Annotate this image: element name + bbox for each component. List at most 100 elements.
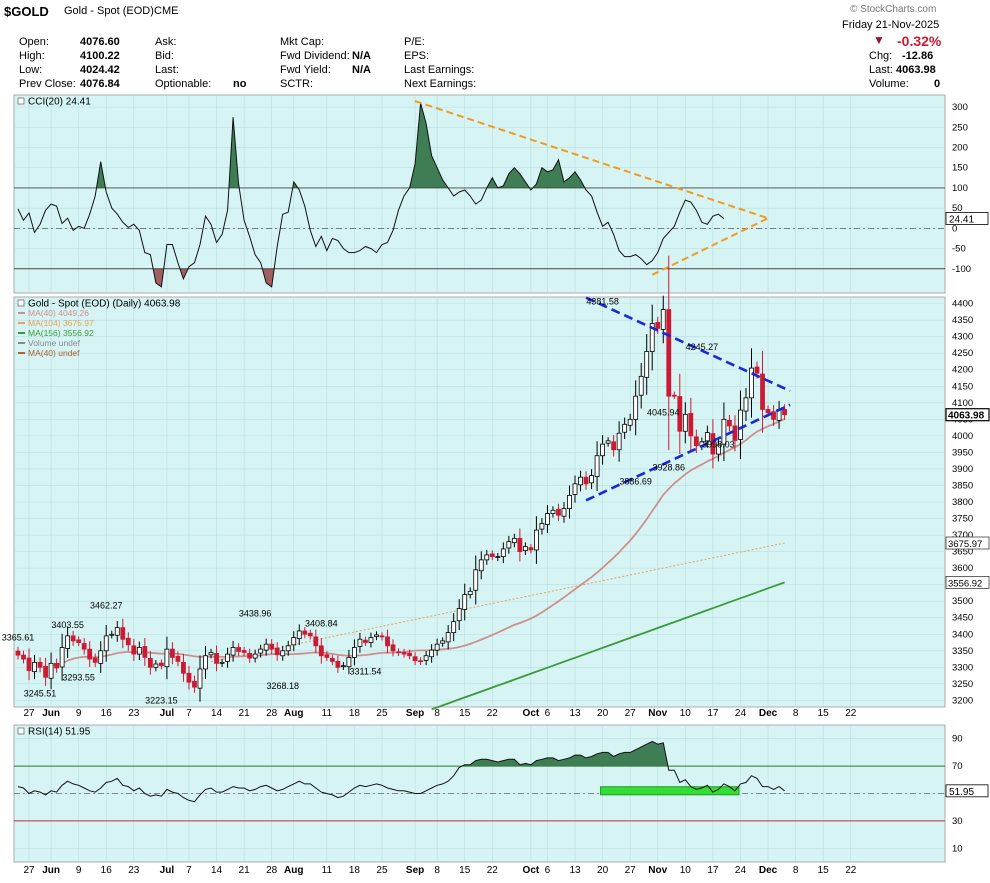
- candle-up: [649, 323, 655, 352]
- price-low-label: 3886.69: [619, 476, 652, 486]
- candle-down: [754, 366, 760, 374]
- candle-up: [534, 529, 539, 551]
- candle-up: [622, 423, 628, 433]
- x-tick-label: 11: [322, 865, 333, 876]
- x-tick-label: Dec: [759, 865, 778, 876]
- x-tick-label: Jun: [42, 708, 60, 719]
- price-high-label: 4381.58: [586, 297, 619, 307]
- candle-down: [329, 657, 335, 662]
- x-tick-label: Aug: [284, 865, 303, 876]
- x-tick-label: 20: [597, 708, 609, 719]
- rsi-y-tick: 30: [952, 816, 963, 827]
- x-tick-label: 15: [818, 865, 830, 876]
- candle-up: [456, 608, 462, 622]
- legend-label: MA(40) undef: [28, 348, 80, 358]
- price-y-tick: 3350: [952, 646, 973, 657]
- candle-up: [445, 632, 451, 643]
- x-tick-label: 8: [434, 708, 440, 719]
- candle-up: [633, 395, 639, 420]
- low-value: 4024.42: [80, 64, 120, 76]
- x-tick-label: 27: [625, 865, 637, 876]
- candle-down: [43, 665, 48, 678]
- candle-down: [15, 650, 21, 656]
- price-low-label: 3293.55: [62, 672, 95, 682]
- candle-down: [192, 680, 197, 688]
- x-tick-label: 15: [818, 708, 830, 719]
- cci-upper-trendline: [414, 100, 769, 220]
- candle-up: [114, 627, 120, 636]
- x-tick-label: 23: [128, 865, 140, 876]
- rsi-value-tag: [945, 784, 989, 798]
- x-tick-label: 16: [101, 865, 113, 876]
- candle-up: [440, 640, 446, 644]
- candle-down: [307, 632, 313, 637]
- cci-y-tick: 100: [952, 183, 968, 194]
- optionable-value: no: [233, 78, 247, 90]
- x-tick-label: 21: [239, 708, 251, 719]
- chg-value: -12.86: [902, 50, 934, 62]
- x-tick-label: Oct: [523, 708, 540, 719]
- candle-down: [401, 652, 407, 655]
- candle-up: [219, 661, 225, 664]
- price-tag-text: 3556.92: [948, 578, 982, 589]
- candle-down: [324, 654, 330, 658]
- candle-up: [153, 663, 159, 668]
- candle-up: [296, 630, 302, 639]
- x-tick-label: 11: [322, 708, 333, 719]
- price-y-tick: 4100: [952, 398, 973, 409]
- x-tick-label: 7: [186, 708, 192, 719]
- candle-down: [54, 662, 60, 669]
- candle-down: [21, 654, 26, 660]
- candle-up: [572, 483, 578, 495]
- price-y-tick: 3850: [952, 480, 973, 491]
- price-high-label: 3403.55: [51, 620, 84, 630]
- candle-down: [385, 636, 390, 647]
- rsi-overbought-fill: [461, 741, 668, 767]
- price-y-tick: 4300: [952, 332, 973, 343]
- candle-up: [230, 647, 236, 656]
- cci-y-tick: 50: [952, 203, 963, 214]
- price-tag-text: 4063.98: [948, 411, 985, 422]
- candle-down: [236, 647, 242, 652]
- prev-close-label: Prev Close:: [19, 78, 76, 90]
- candle-down: [671, 394, 677, 397]
- cci-value-text: 24.41: [949, 214, 974, 225]
- candle-down: [655, 322, 661, 329]
- fwd-dividend-label: Fwd Dividend:: [280, 50, 350, 62]
- x-tick-label: 25: [376, 865, 388, 876]
- open-value: 4076.60: [80, 36, 120, 48]
- candle-up: [280, 650, 286, 657]
- cci-y-tick: 0: [952, 223, 957, 234]
- price-legend-swatch: [17, 299, 25, 307]
- candle-up: [346, 657, 352, 668]
- candle-up: [749, 367, 754, 399]
- candle-down: [611, 441, 617, 451]
- last-earnings-label: Last Earnings:: [404, 64, 475, 76]
- x-tick-label: 15: [459, 865, 471, 876]
- quote-date: Friday 21-Nov-2025: [842, 19, 940, 31]
- candle-up: [285, 645, 291, 652]
- x-tick-label: 20: [597, 865, 609, 876]
- x-tick-label: 28: [266, 708, 278, 719]
- price-tag: [945, 576, 990, 589]
- x-tick-label: 10: [680, 865, 692, 876]
- x-axis: 27 27 Jun Jun 9 9 16 16 23 23 Jul Jul 7 7 14 14 21 21 28 28…: [23, 95, 857, 876]
- candle-down: [556, 508, 561, 516]
- last-value: 4063.98: [896, 64, 936, 76]
- price-lower-trendline: [585, 403, 791, 502]
- down-triangle-icon: ▼: [873, 33, 885, 47]
- ask-label: Ask:: [155, 36, 177, 48]
- candle-down: [693, 436, 699, 447]
- sctr-label: SCTR:: [280, 78, 313, 90]
- candle-up: [545, 513, 550, 525]
- candle-down: [186, 672, 192, 683]
- candle-up: [500, 548, 506, 557]
- low-label: Low:: [19, 64, 43, 76]
- cci-y-tick: 250: [952, 122, 968, 133]
- candle-down: [147, 657, 153, 668]
- rsi-y-tick: 10: [952, 843, 963, 854]
- candle-down: [765, 409, 771, 414]
- candle-up: [48, 662, 54, 679]
- candle-up: [478, 559, 484, 572]
- candle-down: [70, 635, 76, 642]
